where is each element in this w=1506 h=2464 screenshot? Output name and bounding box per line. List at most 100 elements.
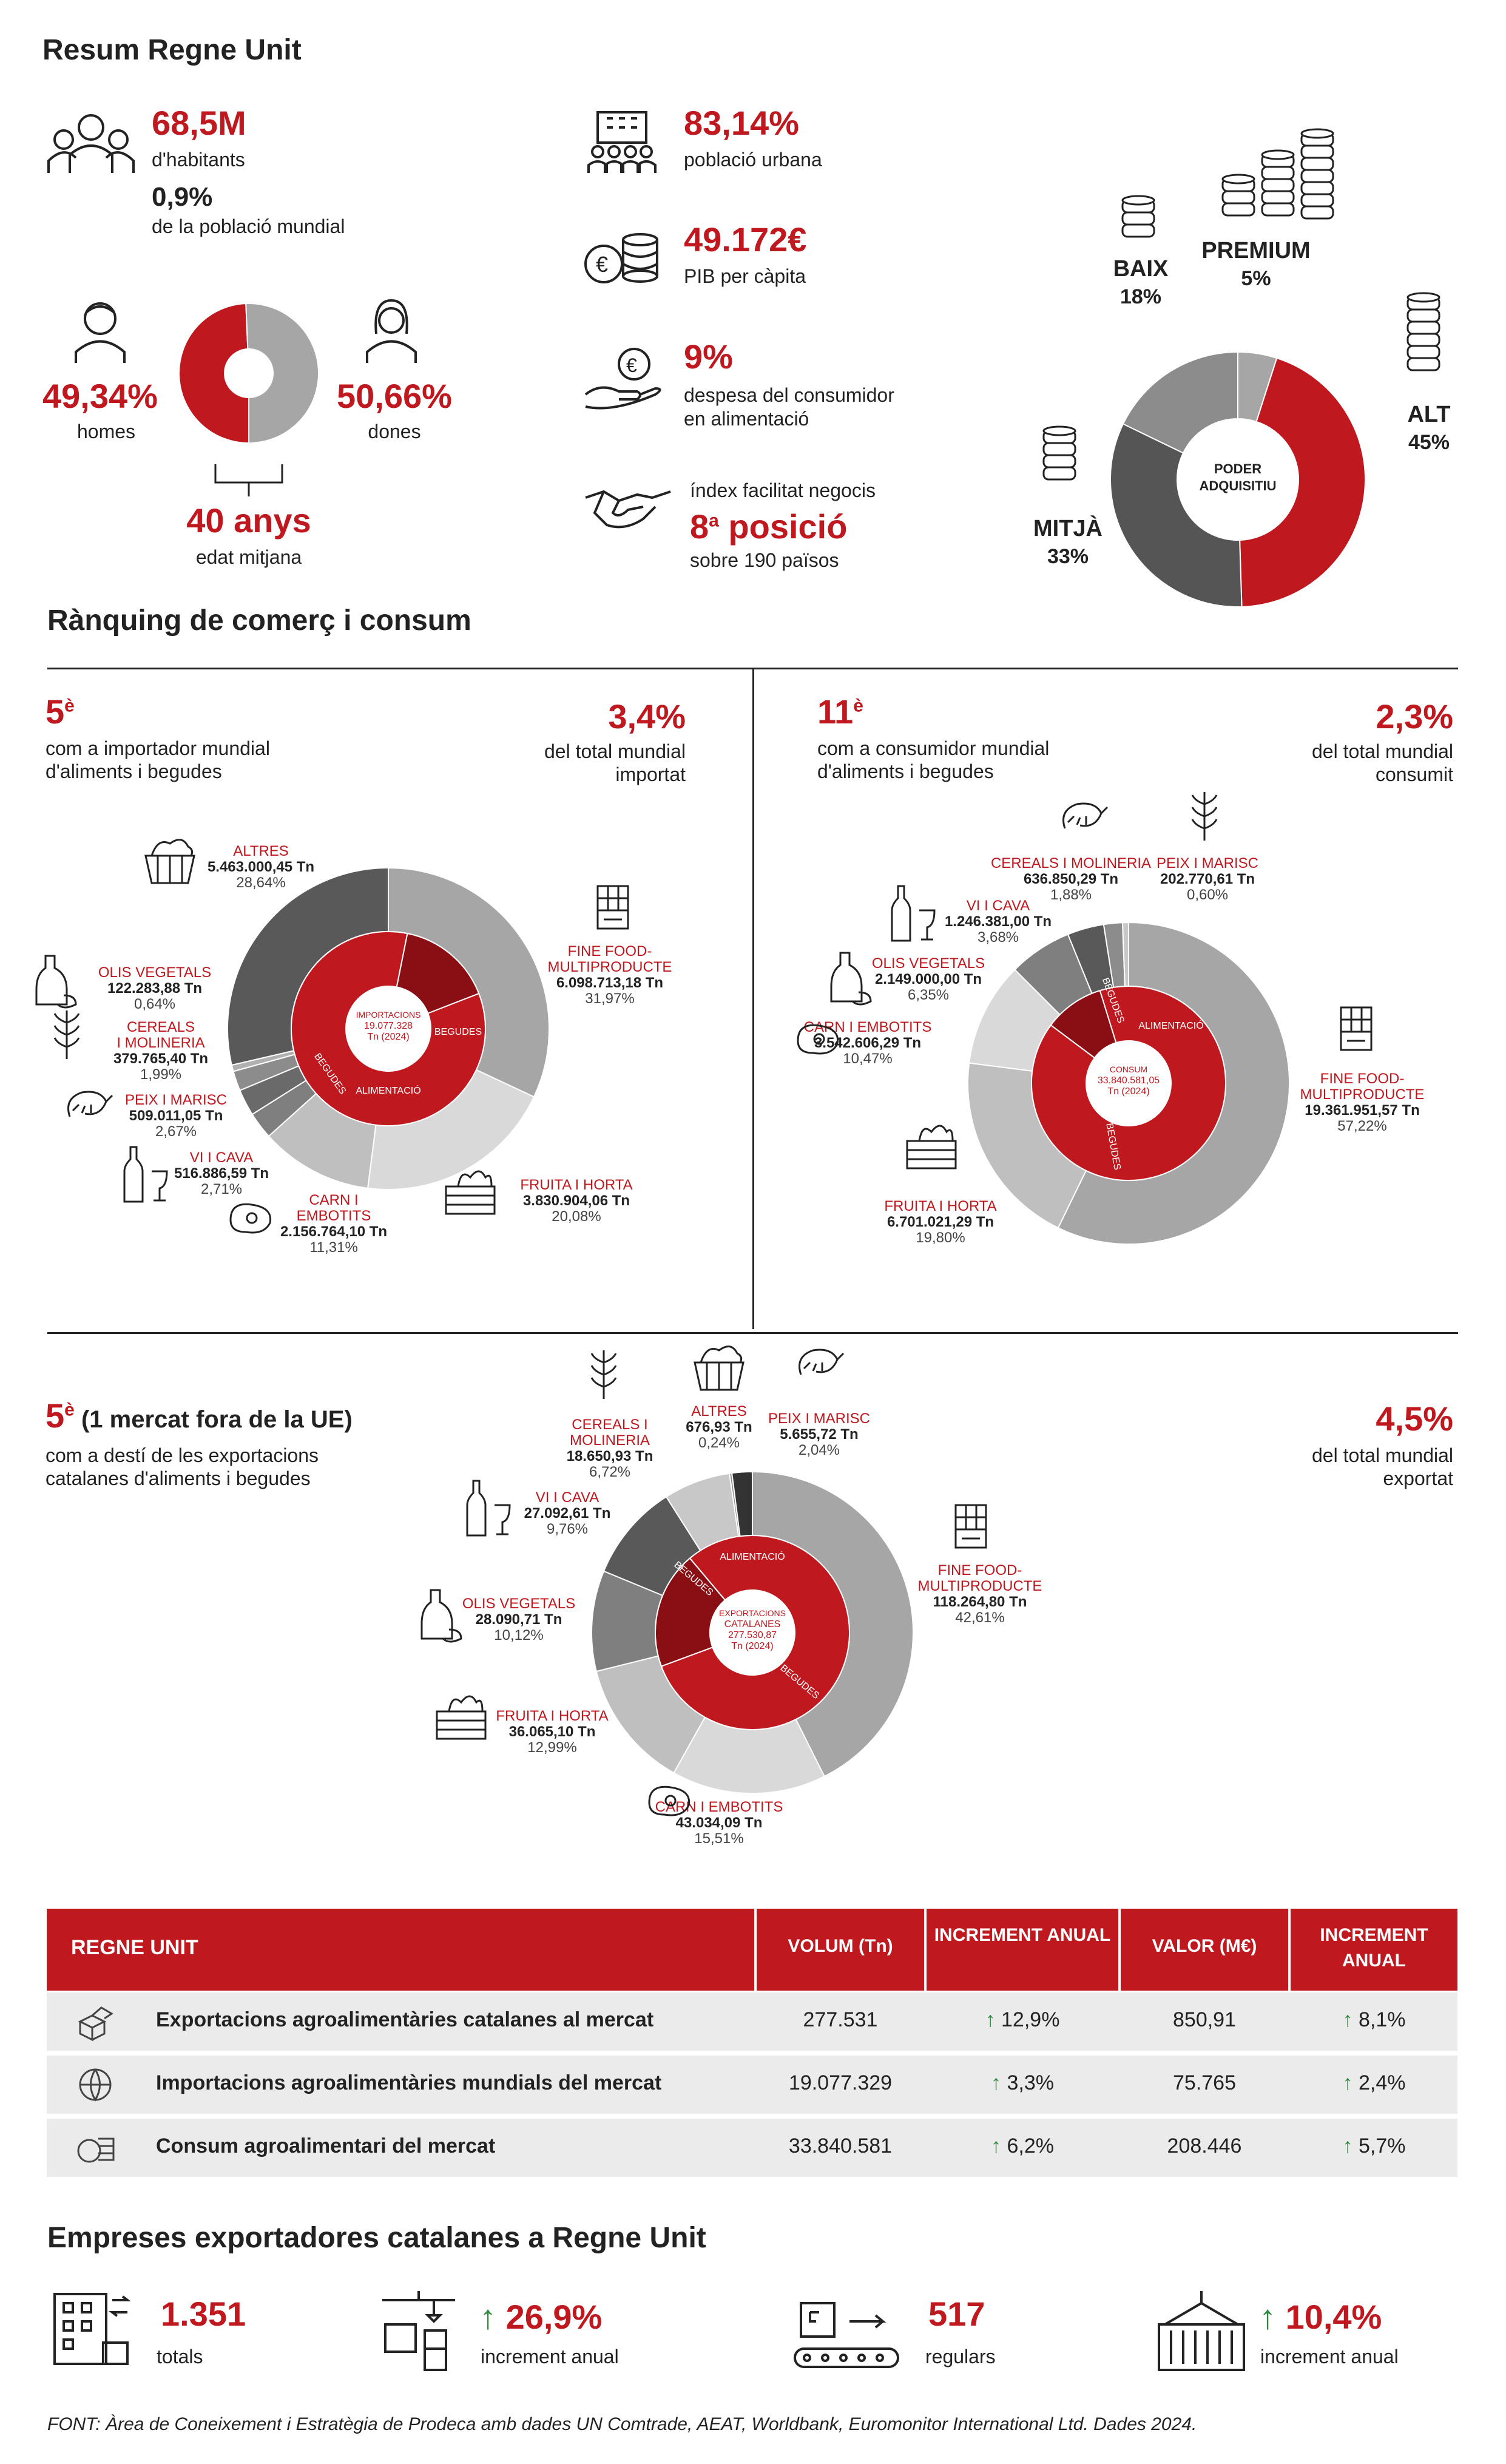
container-icon xyxy=(1158,2291,1245,2371)
men-value: 49,34% xyxy=(42,377,158,415)
coin xyxy=(1406,345,1440,359)
consumption-pct-label: 19,80% xyxy=(916,1230,965,1246)
basket-icon xyxy=(694,1345,745,1391)
imports-center xyxy=(346,986,431,1071)
consumption-outer-peix-i-marisc xyxy=(1121,921,1129,987)
exports-outer-vi-i-cava xyxy=(603,1495,701,1597)
imports-tonnes-label: 379.765,40 Tn xyxy=(113,1051,208,1067)
handshake-icon xyxy=(585,490,671,529)
coin xyxy=(1300,169,1334,183)
exports-center-text: 277.530,87 xyxy=(728,1630,777,1640)
consumption-outer-vi-i-cava xyxy=(1067,924,1115,995)
world-share-value: 0,9% xyxy=(152,182,213,212)
inner-label: BEGUDES xyxy=(1104,1122,1122,1171)
companies-regular-growth: ↑ 10,4% xyxy=(1259,2298,1382,2336)
imports-category-label: CARN I xyxy=(309,1192,358,1208)
companies-growth-label: increment anual xyxy=(481,2346,619,2368)
chocolate-icon xyxy=(1340,1006,1373,1051)
consumption-category-label: VI I CAVA xyxy=(967,898,1030,914)
imports-center-text: Tn (2024) xyxy=(367,1032,409,1042)
exports-category-label: OLIS VEGETALS xyxy=(462,1596,575,1612)
inner-label: ALIMENTACIÓ xyxy=(720,1551,785,1562)
woman-icon xyxy=(366,299,417,363)
poder-label-1: PODER xyxy=(1214,461,1261,476)
exports-inner-alimentaci- xyxy=(660,1535,850,1730)
exports-inner-begudes xyxy=(655,1557,726,1667)
boxes-icon xyxy=(78,2006,113,2042)
premium-pct: 5% xyxy=(1241,267,1271,290)
inner-label: BEGUDES xyxy=(778,1663,821,1701)
exports-pct-label: 12,99% xyxy=(527,1739,576,1756)
exports-tonnes-label: 43.034,09 Tn xyxy=(676,1815,763,1831)
inner-label: BEGUDES xyxy=(434,1027,482,1037)
consumption-rank: 11è xyxy=(817,692,863,731)
mitja-pct: 33% xyxy=(1047,545,1089,568)
business-label-top: índex facilitat negocis xyxy=(690,479,876,501)
exports-outer-fine-food-multiproducte xyxy=(752,1471,914,1778)
imports-center-text: 19.077.328 xyxy=(364,1021,413,1031)
consumption-tonnes-label: 6.701.021,29 Tn xyxy=(887,1214,994,1230)
coin-stack-icon xyxy=(1221,128,1334,220)
consumption-outer-fine-food-multiproducte xyxy=(1057,921,1290,1245)
companies-title: Empreses exportadores catalanes a Regne … xyxy=(47,2222,706,2254)
basket-icon xyxy=(144,839,195,884)
consumption-category-label: PEIX I MARISC xyxy=(1157,855,1258,872)
coin xyxy=(1121,211,1155,226)
imports-pct-label: 28,64% xyxy=(236,875,285,891)
row-volume: 33.840.581 xyxy=(788,2134,893,2158)
crate-icon xyxy=(906,1125,957,1169)
summary-title: Resum Regne Unit xyxy=(42,34,302,66)
inner-label: ALIMENTACIÓ xyxy=(356,1085,420,1096)
imports-pct-label: 1,99% xyxy=(140,1066,181,1083)
exports-pct-label: 0,24% xyxy=(698,1435,740,1451)
imports-category-label: FRUITA I HORTA xyxy=(520,1177,632,1193)
gender-slice-dones xyxy=(245,303,319,444)
chocolate-icon xyxy=(954,1504,987,1549)
imports-category-label: I MOLINERIA xyxy=(116,1035,204,1051)
consumption-center-text: 33.840.581,05 xyxy=(1098,1075,1160,1086)
imports-outer-carn-i-embotits xyxy=(268,1092,377,1189)
imports-tonnes-label: 6.098.713,18 Tn xyxy=(556,975,663,991)
wine-icon xyxy=(123,1146,168,1203)
consumption-tonnes-label: 2.149.000,00 Tn xyxy=(875,971,982,987)
table-row: Consum agroalimentari del mercat 33.840.5… xyxy=(47,2119,1457,2177)
companies-total-value: 1.351 xyxy=(161,2295,246,2333)
coin xyxy=(1300,144,1334,159)
gender-donut xyxy=(178,303,319,444)
consumption-center-text: CONSUM xyxy=(1110,1064,1147,1074)
wheat-icon xyxy=(53,1010,80,1059)
ranking-title: Rànquing de comerç i consum xyxy=(47,604,471,637)
conveyor-icon xyxy=(794,2302,899,2368)
consumption-center xyxy=(1086,1041,1171,1126)
crate-icon xyxy=(436,1695,487,1740)
imports-pct-label: 0,64% xyxy=(134,996,175,1012)
consumption-outer-cereals-i-molineria xyxy=(1102,922,1126,989)
table-header xyxy=(47,1909,1457,1991)
consumption-category-label: OLIS VEGETALS xyxy=(872,955,985,972)
coin-stack-icon xyxy=(1121,195,1155,238)
row-increment2: ↑ 2,4% xyxy=(1342,2071,1406,2094)
coin xyxy=(1300,157,1334,171)
coin xyxy=(1300,205,1334,220)
companies-total-label: totals xyxy=(157,2346,203,2368)
companies-regular-growth-label: increment anual xyxy=(1260,2346,1399,2368)
consumption-category-label: MULTIPRODUCTE xyxy=(1300,1086,1425,1103)
shrimp-icon xyxy=(67,1091,113,1117)
coin xyxy=(1121,223,1155,238)
exports-category-label: MULTIPRODUCTE xyxy=(918,1578,1042,1594)
row-volume: 277.531 xyxy=(803,2008,878,2031)
exports-outer-olis-vegetals xyxy=(591,1570,664,1673)
shrimp-icon xyxy=(1062,802,1109,829)
consumption-inner-begudes xyxy=(1050,989,1117,1059)
exports-outer-cereals-i-molineria xyxy=(665,1472,740,1552)
wheat-icon xyxy=(590,1350,617,1399)
coin xyxy=(1221,190,1255,205)
inner-label: BEGUDES xyxy=(1100,976,1126,1024)
exports-tonnes-label: 28.090,71 Tn xyxy=(476,1611,562,1628)
coin xyxy=(1406,357,1440,371)
exports-outer-altres xyxy=(729,1472,741,1537)
imports-category-label: CEREALS xyxy=(127,1019,195,1035)
imports-center-text: IMPORTACIONS xyxy=(356,1010,421,1020)
